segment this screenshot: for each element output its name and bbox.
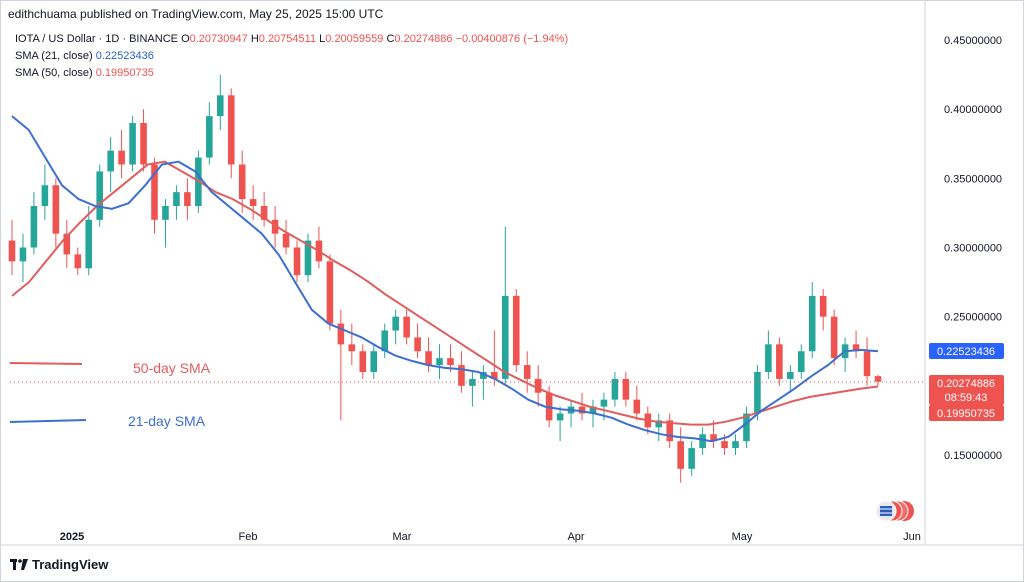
symbol-label: IOTA / US Dollar · 1D · BINANCE <box>15 33 178 45</box>
sma21-legend-row[interactable]: SMA (21, close) 0.22523436 <box>15 48 568 65</box>
tradingview-logo[interactable]: TradingView <box>10 557 108 572</box>
low-label: L <box>319 33 326 45</box>
sma50-legend-row[interactable]: SMA (50, close) 0.19950735 <box>15 65 568 82</box>
tradingview-brand-text: TradingView <box>32 557 109 572</box>
open-value: 0.20730947 <box>189 33 248 45</box>
ohlc-row[interactable]: IOTA / US Dollar · 1D · BINANCE O0.20730… <box>15 31 568 48</box>
close-label: C <box>386 33 395 45</box>
low-value: 0.20059559 <box>325 33 384 45</box>
open-label: O <box>181 33 190 45</box>
change-value: −0.00400876 (−1.94%) <box>455 33 569 45</box>
close-value: 0.20274886 <box>394 33 453 45</box>
sma21-legend-value: 0.22523436 <box>95 50 154 62</box>
tradingview-logo-icon <box>10 559 28 570</box>
high-label: H <box>250 33 259 45</box>
sma50-legend-value: 0.19950735 <box>95 67 154 79</box>
sma50-legend-label: SMA (50, close) <box>15 67 93 79</box>
sma21-legend-label: SMA (21, close) <box>15 50 93 62</box>
chart-legend: IOTA / US Dollar · 1D · BINANCE O0.20730… <box>15 31 568 82</box>
publisher-line: edithchuama published on TradingView.com… <box>8 7 384 21</box>
high-value: 0.20754511 <box>258 33 317 45</box>
